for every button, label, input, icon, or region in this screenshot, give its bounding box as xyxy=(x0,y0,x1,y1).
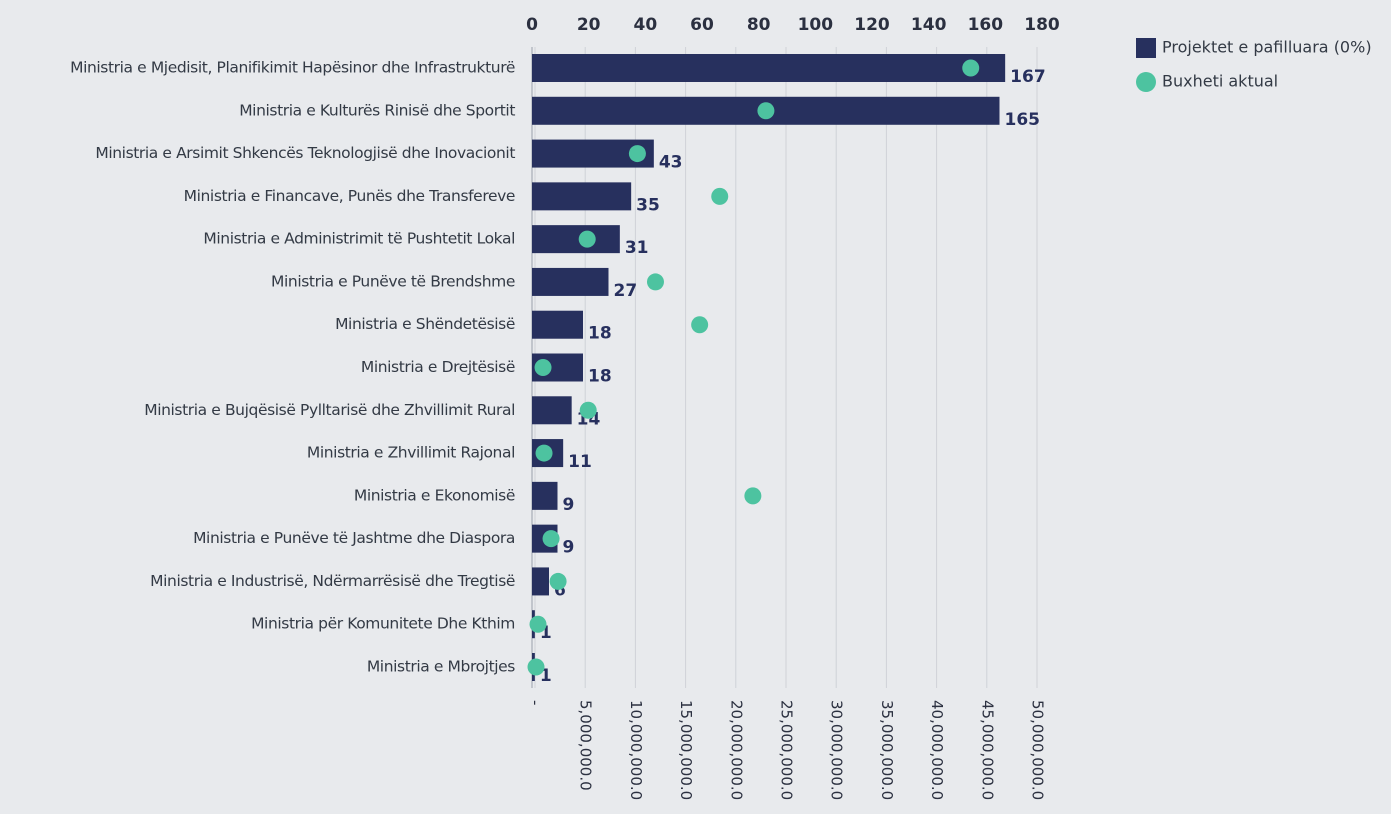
budget-dot xyxy=(549,572,567,590)
x2-tick-label: 10,000,000.0 xyxy=(627,700,645,800)
value-label: 1 xyxy=(540,623,552,643)
x-tick-label: 120 xyxy=(854,15,890,35)
x2-tick-label: 30,000,000.0 xyxy=(828,700,846,800)
budget-dot xyxy=(962,59,980,77)
value-label: 1 xyxy=(540,666,552,686)
x2-tick-label: 5,000,000.0 xyxy=(577,700,595,791)
legend-marker xyxy=(1136,38,1156,58)
x2-tick-label: - xyxy=(527,700,545,705)
value-label: 9 xyxy=(563,495,575,515)
category-label: Ministria e Financave, Punës dhe Transfe… xyxy=(184,187,515,205)
budget-dot xyxy=(744,487,762,505)
bar xyxy=(532,481,558,510)
category-label: Ministria e Shëndetësisë xyxy=(335,315,515,333)
category-label: Ministria e Arsimit Shkencës Teknologjis… xyxy=(95,144,515,162)
value-label: 35 xyxy=(636,195,660,215)
x-tick-label: 100 xyxy=(798,15,834,35)
bar xyxy=(532,567,549,596)
category-label: Ministria e Kulturës Rinisë dhe Sportit xyxy=(239,101,515,119)
bar xyxy=(532,182,632,211)
budget-dot xyxy=(628,145,646,163)
x-tick-label: 40 xyxy=(633,15,657,35)
value-label: 31 xyxy=(625,238,649,258)
value-label: 43 xyxy=(659,153,683,173)
x-tick-label: 180 xyxy=(1024,15,1060,35)
x2-tick-label: 35,000,000.0 xyxy=(878,700,896,800)
x-tick-label: 20 xyxy=(577,15,601,35)
legend-label: Buxheti aktual xyxy=(1162,72,1278,91)
bar xyxy=(532,396,572,425)
bar xyxy=(532,225,620,254)
value-label: 18 xyxy=(588,324,612,344)
category-label: Ministria e Drejtësisë xyxy=(361,358,515,376)
bar xyxy=(532,54,1006,82)
x2-tick-label: 20,000,000.0 xyxy=(727,700,745,800)
x-tick-label: 160 xyxy=(968,15,1004,35)
value-label: 9 xyxy=(563,538,575,558)
category-label: Ministria për Komunitete Dhe Kthim xyxy=(251,615,515,633)
budget-dot xyxy=(579,401,597,419)
value-label: 165 xyxy=(1005,110,1041,130)
value-label: 167 xyxy=(1010,67,1046,87)
category-label: Ministria e Mbrojtjes xyxy=(367,658,515,676)
value-label: 18 xyxy=(588,367,612,387)
budget-dot xyxy=(535,444,553,462)
budget-dot xyxy=(691,316,709,334)
budget-dot xyxy=(711,187,729,205)
category-label: Ministria e Administrimit të Pushtetit L… xyxy=(203,230,515,248)
bar xyxy=(532,267,609,296)
value-label: 27 xyxy=(614,281,638,301)
budget-dot xyxy=(534,359,552,376)
bar xyxy=(532,310,583,339)
x2-tick-label: 25,000,000.0 xyxy=(778,700,796,800)
category-label: Ministria e Ekonomisë xyxy=(354,486,515,504)
value-label: 6 xyxy=(554,580,566,600)
value-label: 11 xyxy=(568,452,592,472)
category-label: Ministria e Punëve të Jashtme dhe Diaspo… xyxy=(193,529,515,547)
x2-tick-label: 45,000,000.0 xyxy=(978,700,996,800)
x2-tick-label: 40,000,000.0 xyxy=(928,700,946,800)
legend-marker xyxy=(1136,72,1156,92)
budget-dot xyxy=(529,615,547,633)
budget-dot xyxy=(757,102,775,120)
x-tick-label: 140 xyxy=(911,15,947,35)
category-label: Ministria e Punëve të Brendshme xyxy=(271,272,515,290)
category-label: Ministria e Zhvillimit Rajonal xyxy=(307,444,515,462)
x-tick-label: 0 xyxy=(526,15,538,35)
x2-tick-label: 50,000,000.0 xyxy=(1029,700,1047,800)
x2-tick-label: 15,000,000.0 xyxy=(677,700,695,800)
budget-dot xyxy=(527,658,545,676)
category-label: Ministria e Industrisë, Ndërmarrësisë dh… xyxy=(150,572,515,590)
x-tick-label: 60 xyxy=(690,15,714,35)
legend-label: Projektet e pafilluara (0%) xyxy=(1162,38,1372,57)
x-tick-label: 80 xyxy=(747,15,771,35)
budget-dot xyxy=(578,230,596,248)
category-label: Ministria e Mjedisit, Planifikimit Hapës… xyxy=(70,59,515,77)
category-label: Ministria e Bujqësisë Pylltarisë dhe Zhv… xyxy=(144,401,515,419)
budget-dot xyxy=(646,273,664,291)
budget-dot xyxy=(542,530,560,548)
